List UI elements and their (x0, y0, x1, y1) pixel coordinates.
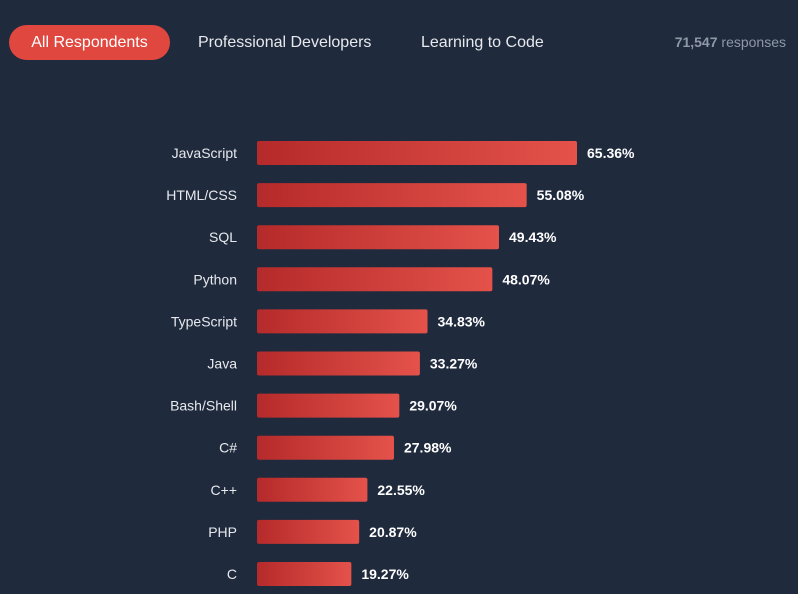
value-label-c: 19.27% (361, 566, 409, 582)
category-label-c: C (227, 566, 237, 582)
value-label-java: 33.27% (430, 356, 478, 372)
value-label-c: 22.55% (377, 482, 425, 498)
category-label-typescript: TypeScript (171, 313, 237, 329)
value-label-python: 48.07% (502, 271, 550, 287)
bar-c[interactable] (257, 562, 352, 586)
category-label-php: PHP (208, 524, 237, 540)
tab-all-respondents[interactable]: All Respondents (9, 25, 170, 60)
bar-html-css[interactable] (257, 183, 527, 208)
tab-learning-to-code[interactable]: Learning to Code (421, 34, 544, 51)
category-label-javascript: JavaScript (172, 145, 237, 161)
bar-bash-shell[interactable] (257, 393, 400, 418)
bar-java[interactable] (257, 351, 420, 376)
category-label-bash-shell: Bash/Shell (170, 398, 237, 414)
respondent-tabs: All Respondents Professional Developers … (9, 25, 786, 60)
category-label-java: Java (207, 356, 237, 372)
value-label-sql: 49.43% (509, 229, 557, 245)
value-label-html-css: 55.08% (537, 187, 585, 203)
bar-c[interactable] (257, 477, 368, 502)
value-label-bash-shell: 29.07% (409, 398, 457, 414)
value-label-c: 27.98% (404, 440, 452, 456)
value-label-javascript: 65.36% (587, 145, 635, 161)
responses-number: 71,547 (674, 34, 718, 50)
category-label-html-css: HTML/CSS (166, 187, 237, 203)
category-label-c: C++ (211, 482, 237, 498)
tab-professional-developers[interactable]: Professional Developers (198, 34, 372, 51)
bar-sql[interactable] (257, 225, 500, 250)
bar-c[interactable] (257, 435, 394, 460)
bar-typescript[interactable] (257, 309, 428, 334)
value-label-php: 20.87% (369, 524, 417, 540)
responses-count: 71,547 responses (675, 25, 786, 60)
category-label-sql: SQL (209, 229, 237, 245)
bar-python[interactable] (257, 267, 493, 292)
category-label-python: Python (193, 271, 237, 287)
responses-label: responses (721, 34, 786, 50)
bar-javascript[interactable] (257, 141, 577, 165)
value-label-typescript: 34.83% (438, 313, 486, 329)
category-label-c: C# (219, 440, 237, 456)
bar-php[interactable] (257, 519, 360, 544)
